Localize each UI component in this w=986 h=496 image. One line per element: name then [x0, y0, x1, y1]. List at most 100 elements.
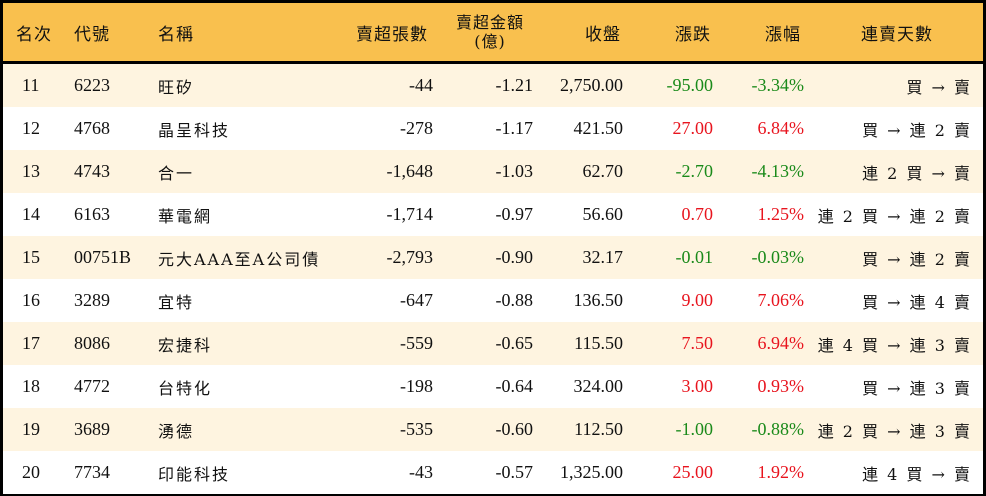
table-row[interactable]: 17 8086 宏捷科 -559 -0.65 115.50 7.50 6.94%… — [3, 322, 983, 365]
rank-cell: 14 — [22, 204, 40, 224]
change-pct-cell: -4.13% — [751, 161, 805, 181]
net-sell-shares-cell: -1,648 — [386, 161, 434, 181]
table-header: 名次 代號 名稱 賣超張數 賣超金額 (億) 收盤 漲跌 漲幅 連賣天數 — [3, 3, 983, 64]
name-cell: 湧德 — [158, 421, 195, 441]
code-cell: 4743 — [74, 161, 110, 181]
table-row[interactable]: 19 3689 湧德 -535 -0.60 112.50 -1.00 -0.88… — [3, 408, 983, 451]
header-code: 代號 — [74, 24, 110, 45]
change-cell: -2.70 — [675, 161, 714, 181]
change-pct-cell: -0.03% — [751, 247, 805, 267]
change-pct-cell: 7.06% — [757, 290, 805, 310]
table-row[interactable]: 16 3289 宜特 -647 -0.88 136.50 9.00 7.06% … — [3, 279, 983, 322]
rank-cell: 12 — [22, 118, 40, 138]
net-sell-shares-cell: -559 — [400, 333, 433, 353]
change-pct-cell: -0.88% — [751, 419, 805, 439]
streak-cell: 連 4 買 → 賣 — [862, 464, 971, 484]
name-cell: 旺矽 — [158, 77, 195, 97]
change-pct-cell: 6.94% — [757, 333, 805, 353]
code-cell: 6163 — [74, 204, 110, 224]
rank-cell: 15 — [22, 247, 40, 267]
change-pct-cell: 0.93% — [757, 376, 805, 396]
streak-cell: 買 → 連 2 賣 — [862, 249, 971, 269]
close-cell: 1,325.00 — [560, 462, 623, 482]
streak-cell: 連 2 買 → 連 2 賣 — [817, 206, 971, 226]
rank-cell: 20 — [22, 462, 40, 482]
table-row[interactable]: 12 4768 晶呈科技 -278 -1.17 421.50 27.00 6.8… — [3, 107, 983, 150]
close-cell: 421.50 — [573, 118, 624, 138]
table-row[interactable]: 11 6223 旺矽 -44 -1.21 2,750.00 -95.00 -3.… — [3, 64, 983, 107]
close-cell: 62.70 — [582, 161, 624, 181]
code-cell: 7734 — [74, 462, 110, 482]
close-cell: 115.50 — [574, 333, 623, 353]
table-row[interactable]: 13 4743 合一 -1,648 -1.03 62.70 -2.70 -4.1… — [3, 150, 983, 193]
net-sell-shares-cell: -43 — [409, 462, 433, 482]
close-cell: 56.60 — [582, 204, 624, 224]
name-cell: 元大AAA至A公司債 — [158, 249, 321, 269]
name-cell: 印能科技 — [158, 464, 231, 484]
change-cell: 0.70 — [681, 204, 714, 224]
table-body: 11 6223 旺矽 -44 -1.21 2,750.00 -95.00 -3.… — [3, 64, 983, 494]
code-cell: 4768 — [74, 118, 110, 138]
net-sell-amount-cell: -1.21 — [495, 75, 534, 95]
close-cell: 2,750.00 — [560, 75, 623, 95]
header-change-pct: 漲幅 — [765, 24, 801, 45]
name-cell: 華電網 — [158, 206, 213, 226]
change-pct-cell: 1.92% — [757, 462, 805, 482]
table-row[interactable]: 15 00751B 元大AAA至A公司債 -2,793 -0.90 32.17 … — [3, 236, 983, 279]
code-cell: 00751B — [74, 247, 132, 267]
rank-cell: 11 — [22, 75, 40, 95]
header-streak: 連賣天數 — [861, 24, 933, 45]
net-sell-amount-cell: -0.97 — [495, 204, 534, 224]
close-cell: 136.50 — [573, 290, 624, 310]
header-name: 名稱 — [158, 24, 194, 45]
change-cell: 7.50 — [681, 333, 714, 353]
net-sell-amount-cell: -1.03 — [495, 161, 534, 181]
net-sell-shares-cell: -647 — [400, 290, 433, 310]
rank-cell: 17 — [22, 333, 40, 353]
net-sell-amount-cell: -0.60 — [495, 419, 534, 439]
name-cell: 宏捷科 — [158, 335, 213, 355]
streak-cell: 連 2 買 → 賣 — [862, 163, 971, 183]
header-net-sell-amount-line2: (億) — [474, 32, 506, 51]
code-cell: 4772 — [74, 376, 110, 396]
net-sell-shares-cell: -1,714 — [386, 204, 434, 224]
streak-cell: 買 → 連 4 賣 — [862, 292, 971, 312]
header-net-sell-amount-line1: 賣超金額 — [456, 13, 525, 32]
streak-cell: 連 4 買 → 連 3 賣 — [817, 335, 971, 355]
streak-cell: 連 2 買 → 連 3 賣 — [817, 421, 971, 441]
rank-cell: 19 — [22, 419, 40, 439]
change-cell: -1.00 — [675, 419, 714, 439]
header-net-sell-shares: 賣超張數 — [356, 24, 428, 45]
net-sell-amount-cell: -0.64 — [495, 376, 534, 396]
code-cell: 8086 — [74, 333, 110, 353]
change-cell: -95.00 — [666, 75, 714, 95]
net-sell-shares-cell: -535 — [400, 419, 433, 439]
streak-cell: 買 → 連 3 賣 — [862, 378, 971, 398]
close-cell: 324.00 — [573, 376, 624, 396]
change-pct-cell: -3.34% — [751, 75, 805, 95]
header-change: 漲跌 — [675, 24, 711, 45]
close-cell: 112.50 — [574, 419, 623, 439]
code-cell: 3689 — [74, 419, 110, 439]
header-rank: 名次 — [16, 24, 52, 45]
table-row[interactable]: 20 7734 印能科技 -43 -0.57 1,325.00 25.00 1.… — [3, 451, 983, 494]
close-cell: 32.17 — [582, 247, 624, 267]
change-cell: 27.00 — [672, 118, 714, 138]
net-sell-shares-cell: -198 — [400, 376, 433, 396]
change-cell: 25.00 — [672, 462, 714, 482]
table-row[interactable]: 18 4772 台特化 -198 -0.64 324.00 3.00 0.93%… — [3, 365, 983, 408]
net-sell-amount-cell: -0.88 — [495, 290, 534, 310]
name-cell: 台特化 — [158, 378, 213, 398]
rank-cell: 13 — [22, 161, 40, 181]
net-sell-amount-cell: -1.17 — [495, 118, 534, 138]
streak-cell: 買 → 賣 — [906, 77, 971, 97]
table-row[interactable]: 14 6163 華電網 -1,714 -0.97 56.60 0.70 1.25… — [3, 193, 983, 236]
header-net-sell-amount: 賣超金額 (億) — [456, 3, 524, 61]
streak-cell: 買 → 連 2 賣 — [862, 120, 971, 140]
net-sell-amount-cell: -0.57 — [495, 462, 534, 482]
net-sell-amount-cell: -0.65 — [495, 333, 534, 353]
change-pct-cell: 1.25% — [757, 204, 805, 224]
change-cell: -0.01 — [675, 247, 714, 267]
change-pct-cell: 6.84% — [757, 118, 805, 138]
